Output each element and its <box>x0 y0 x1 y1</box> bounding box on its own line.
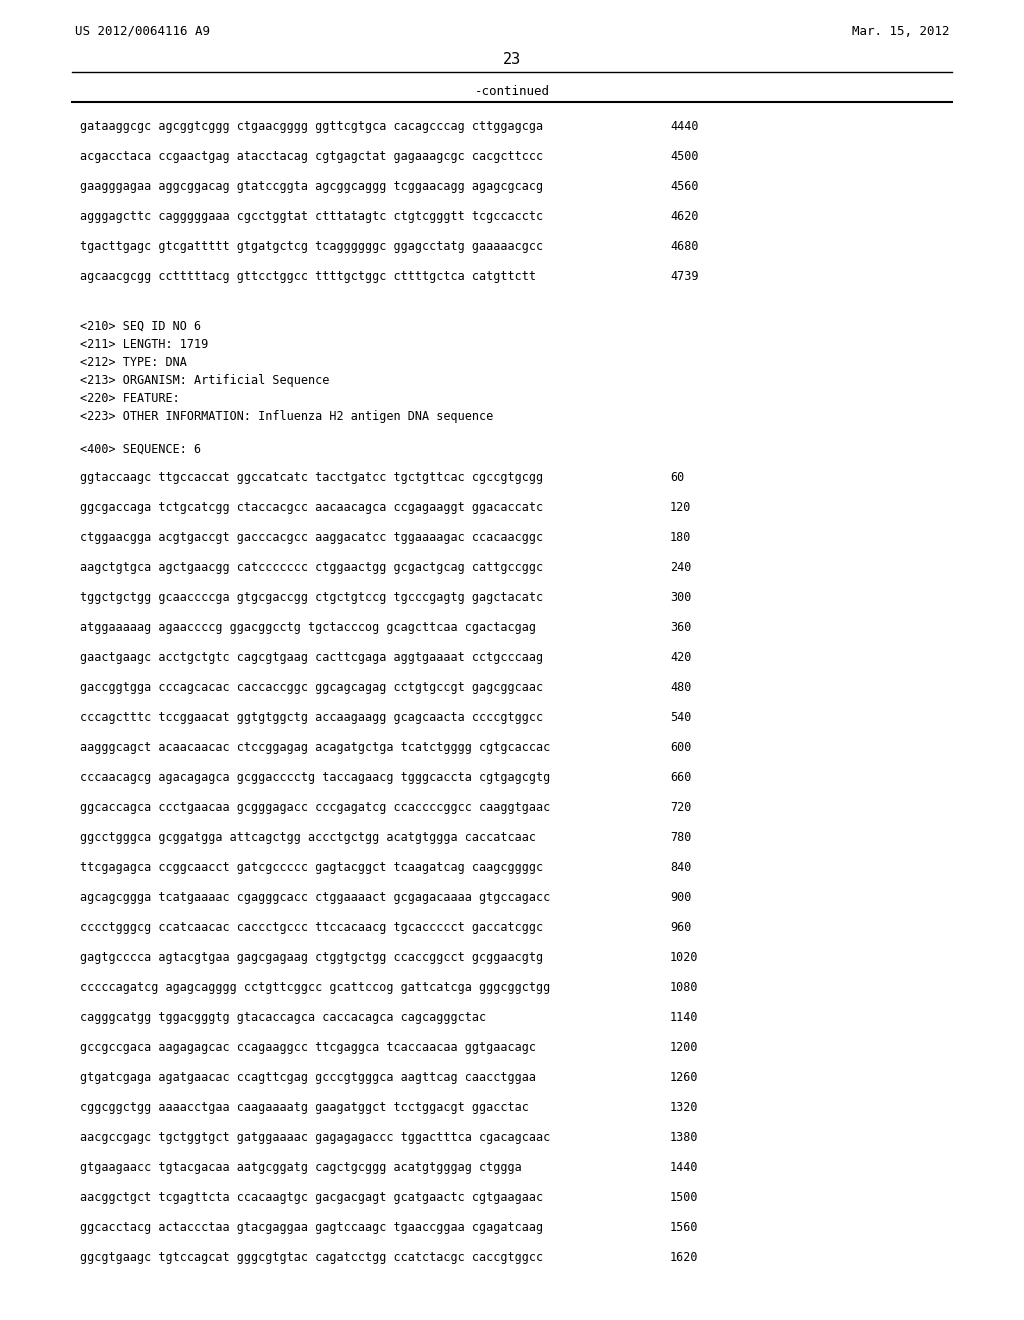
Text: gaccggtgga cccagcacac caccaccggc ggcagcagag cctgtgccgt gagcggcaac: gaccggtgga cccagcacac caccaccggc ggcagca… <box>80 681 543 694</box>
Text: 240: 240 <box>670 561 691 574</box>
Text: atggaaaaag agaaccccg ggacggcctg tgctacccog gcagcttcaa cgactacgag: atggaaaaag agaaccccg ggacggcctg tgctaccc… <box>80 620 536 634</box>
Text: 1140: 1140 <box>670 1011 698 1024</box>
Text: acgacctaca ccgaactgag atacctacag cgtgagctat gagaaagcgc cacgcttccc: acgacctaca ccgaactgag atacctacag cgtgagc… <box>80 150 543 162</box>
Text: 660: 660 <box>670 771 691 784</box>
Text: 4680: 4680 <box>670 240 698 253</box>
Text: <212> TYPE: DNA: <212> TYPE: DNA <box>80 356 186 370</box>
Text: -continued: -continued <box>474 84 550 98</box>
Text: 1500: 1500 <box>670 1191 698 1204</box>
Text: ttcgagagca ccggcaacct gatcgccccc gagtacggct tcaagatcag caagcggggc: ttcgagagca ccggcaacct gatcgccccc gagtacg… <box>80 861 543 874</box>
Text: gaactgaagc acctgctgtc cagcgtgaag cacttcgaga aggtgaaaat cctgcccaag: gaactgaagc acctgctgtc cagcgtgaag cacttcg… <box>80 651 543 664</box>
Text: aagctgtgca agctgaacgg catccccccс ctggaactgg gcgactgcag cattgccggc: aagctgtgca agctgaacgg catccccccс ctggaac… <box>80 561 543 574</box>
Text: 4440: 4440 <box>670 120 698 133</box>
Text: 300: 300 <box>670 591 691 605</box>
Text: 1620: 1620 <box>670 1251 698 1265</box>
Text: gaagggagaa aggcggacag gtatccggta agcggcaggg tcggaacagg agagcgcacg: gaagggagaa aggcggacag gtatccggta agcggca… <box>80 180 543 193</box>
Text: 4560: 4560 <box>670 180 698 193</box>
Text: ggcacctacg actaccctaa gtacgaggaa gagtccaagc tgaaccggaa cgagatcaag: ggcacctacg actaccctaa gtacgaggaa gagtcca… <box>80 1221 543 1234</box>
Text: 480: 480 <box>670 681 691 694</box>
Text: 1320: 1320 <box>670 1101 698 1114</box>
Text: 900: 900 <box>670 891 691 904</box>
Text: 4620: 4620 <box>670 210 698 223</box>
Text: 1200: 1200 <box>670 1041 698 1053</box>
Text: 600: 600 <box>670 741 691 754</box>
Text: 180: 180 <box>670 531 691 544</box>
Text: aagggcagct acaacaacac ctccggagag acagatgctga tcatctgggg cgtgcaccac: aagggcagct acaacaacac ctccggagag acagatg… <box>80 741 550 754</box>
Text: 1380: 1380 <box>670 1131 698 1144</box>
Text: 60: 60 <box>670 471 684 484</box>
Text: ggtaccaagc ttgccaccat ggccatcatc tacctgatcc tgctgttcac cgccgtgcgg: ggtaccaagc ttgccaccat ggccatcatc tacctga… <box>80 471 543 484</box>
Text: 780: 780 <box>670 832 691 843</box>
Text: US 2012/0064116 A9: US 2012/0064116 A9 <box>75 25 210 38</box>
Text: ggcgaccaga tctgcatcgg ctaccacgcc aacaacagca ccgagaaggt ggacaccatc: ggcgaccaga tctgcatcgg ctaccacgcc aacaaca… <box>80 502 543 513</box>
Text: gataaggcgc agcggtcggg ctgaacgggg ggttcgtgca cacagcccag cttggagcga: gataaggcgc agcggtcggg ctgaacgggg ggttcgt… <box>80 120 543 133</box>
Text: 1440: 1440 <box>670 1162 698 1173</box>
Text: <220> FEATURE:: <220> FEATURE: <box>80 392 180 405</box>
Text: aacgccgagc tgctggtgct gatggaaaac gagagagaccc tggactttca cgacagcaac: aacgccgagc tgctggtgct gatggaaaac gagagag… <box>80 1131 550 1144</box>
Text: 1260: 1260 <box>670 1071 698 1084</box>
Text: 4500: 4500 <box>670 150 698 162</box>
Text: 540: 540 <box>670 711 691 723</box>
Text: 120: 120 <box>670 502 691 513</box>
Text: cagggcatgg tggacgggtg gtacaccagca caccacagca cagcagggctac: cagggcatgg tggacgggtg gtacaccagca caccac… <box>80 1011 486 1024</box>
Text: ggcgtgaagc tgtccagcat gggcgtgtac cagatcctgg ccatctacgc caccgtggcc: ggcgtgaagc tgtccagcat gggcgtgtac cagatcc… <box>80 1251 543 1265</box>
Text: tgacttgagc gtcgattttt gtgatgctcg tcaggggggc ggagcctatg gaaaaacgcc: tgacttgagc gtcgattttt gtgatgctcg tcagggg… <box>80 240 543 253</box>
Text: <213> ORGANISM: Artificial Sequence: <213> ORGANISM: Artificial Sequence <box>80 374 330 387</box>
Text: cccccagatcg agagcagggg cctgttcggcc gcattccog gattcatcga gggcggctgg: cccccagatcg agagcagggg cctgttcggcc gcatt… <box>80 981 550 994</box>
Text: cggcggctgg aaaacctgaa caagaaaatg gaagatggct tcctggacgt ggacctac: cggcggctgg aaaacctgaa caagaaaatg gaagatg… <box>80 1101 528 1114</box>
Text: gtgatcgaga agatgaacac ccagttcgag gcccgtgggca aagttcag caacctggaa: gtgatcgaga agatgaacac ccagttcgag gcccgtg… <box>80 1071 536 1084</box>
Text: 1560: 1560 <box>670 1221 698 1234</box>
Text: 360: 360 <box>670 620 691 634</box>
Text: tggctgctgg gcaaccccga gtgcgaccgg ctgctgtccg tgcccgagtg gagctacatc: tggctgctgg gcaaccccga gtgcgaccgg ctgctgt… <box>80 591 543 605</box>
Text: cccaacagcg agacagagca gcggacccctg taccagaacg tgggcaccta cgtgagcgtg: cccaacagcg agacagagca gcggacccctg taccag… <box>80 771 550 784</box>
Text: gtgaagaacc tgtacgacaa aatgcggatg cagctgcggg acatgtgggag ctggga: gtgaagaacc tgtacgacaa aatgcggatg cagctgc… <box>80 1162 522 1173</box>
Text: cccagctttc tccggaacat ggtgtggctg accaagaagg gcagcaacta ccccgtggcc: cccagctttc tccggaacat ggtgtggctg accaaga… <box>80 711 543 723</box>
Text: gccgccgaca aagagagcac ccagaaggcc ttcgaggca tcaccaacaa ggtgaacagc: gccgccgaca aagagagcac ccagaaggcc ttcgagg… <box>80 1041 536 1053</box>
Text: 4739: 4739 <box>670 271 698 282</box>
Text: 420: 420 <box>670 651 691 664</box>
Text: 1080: 1080 <box>670 981 698 994</box>
Text: 960: 960 <box>670 921 691 935</box>
Text: <400> SEQUENCE: 6: <400> SEQUENCE: 6 <box>80 444 201 455</box>
Text: <211> LENGTH: 1719: <211> LENGTH: 1719 <box>80 338 208 351</box>
Text: agcaacgcgg cctttttacg gttcctggcc ttttgctggc cttttgctca catgttctt: agcaacgcgg cctttttacg gttcctggcc ttttgct… <box>80 271 536 282</box>
Text: 1020: 1020 <box>670 950 698 964</box>
Text: gagtgcccca agtacgtgaa gagcgagaag ctggtgctgg ccaccggcct gcggaacgtg: gagtgcccca agtacgtgaa gagcgagaag ctggtgc… <box>80 950 543 964</box>
Text: <223> OTHER INFORMATION: Influenza H2 antigen DNA sequence: <223> OTHER INFORMATION: Influenza H2 an… <box>80 411 494 422</box>
Text: 840: 840 <box>670 861 691 874</box>
Text: 720: 720 <box>670 801 691 814</box>
Text: Mar. 15, 2012: Mar. 15, 2012 <box>853 25 950 38</box>
Text: 23: 23 <box>503 51 521 67</box>
Text: ggcctgggca gcggatgga attcagctgg accctgctgg acatgtggga caccatcaac: ggcctgggca gcggatgga attcagctgg accctgct… <box>80 832 536 843</box>
Text: aacggctgct tcgagttcta ccacaagtgc gacgacgagt gcatgaactc cgtgaagaac: aacggctgct tcgagttcta ccacaagtgc gacgacg… <box>80 1191 543 1204</box>
Text: <210> SEQ ID NO 6: <210> SEQ ID NO 6 <box>80 319 201 333</box>
Text: ggcaccagca ccctgaacaa gcgggagacc cccgagatcg ccaccccggcc caaggtgaac: ggcaccagca ccctgaacaa gcgggagacc cccgaga… <box>80 801 550 814</box>
Text: agcagcggga tcatgaaaac cgagggcacc ctggaaaact gcgagacaaaa gtgccagacc: agcagcggga tcatgaaaac cgagggcacc ctggaaa… <box>80 891 550 904</box>
Text: agggagcttc cagggggaaa cgcctggtat ctttatagtc ctgtcgggtt tcgccacctc: agggagcttc cagggggaaa cgcctggtat ctttata… <box>80 210 543 223</box>
Text: ctggaacgga acgtgaccgt gacccacgcc aaggacatcc tggaaaagac ccacaacggc: ctggaacgga acgtgaccgt gacccacgcc aaggaca… <box>80 531 543 544</box>
Text: cccctgggcg ccatcaacac caccctgccc ttccacaacg tgcaccccct gaccatcggc: cccctgggcg ccatcaacac caccctgccc ttccaca… <box>80 921 543 935</box>
